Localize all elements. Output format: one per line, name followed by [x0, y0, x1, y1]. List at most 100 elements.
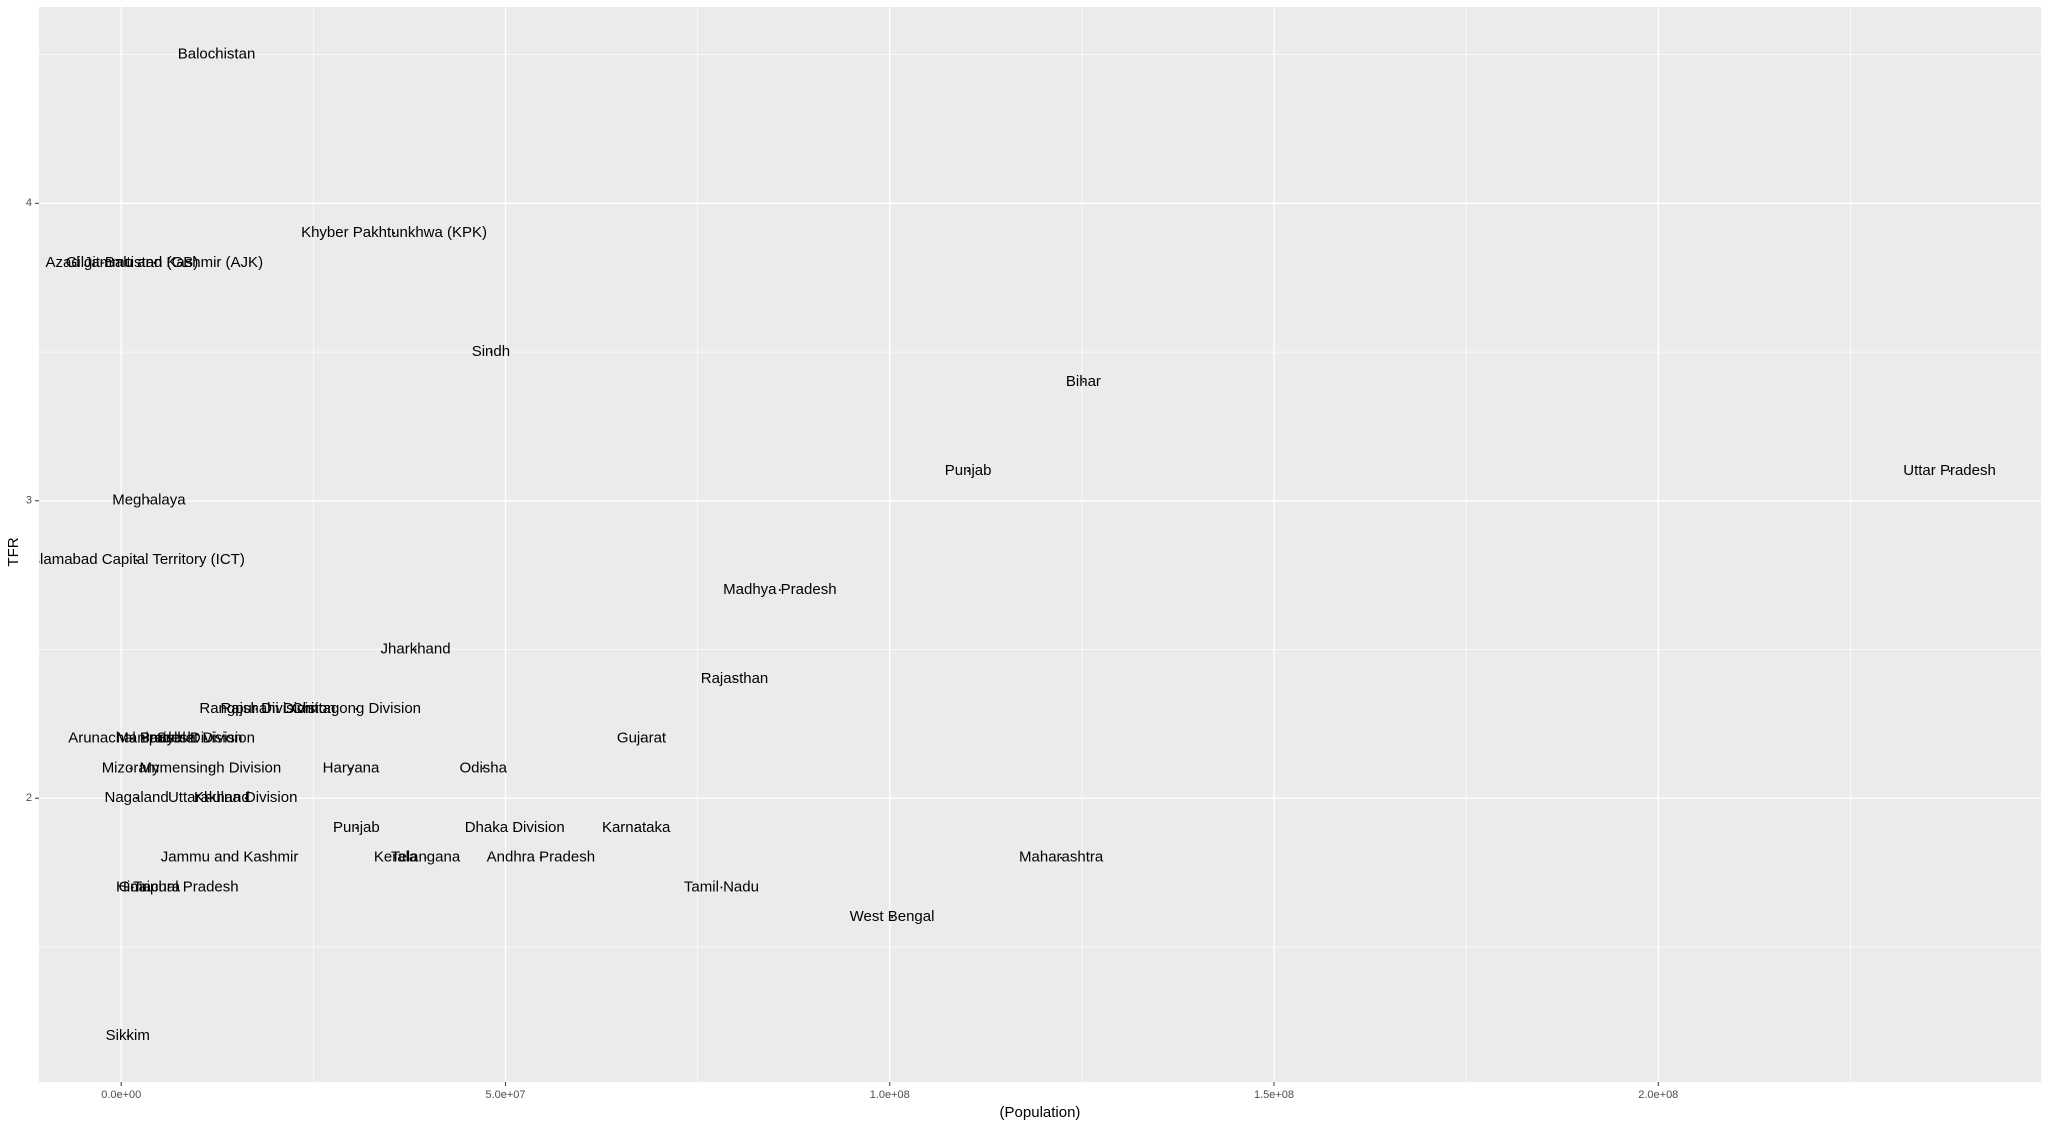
- point-label: Punjab: [945, 462, 992, 479]
- point-label: Haryana: [323, 759, 380, 776]
- point: [176, 886, 179, 889]
- point: [424, 856, 427, 859]
- point: [720, 886, 723, 889]
- point: [393, 232, 396, 235]
- point-label: Bihar: [1066, 373, 1101, 390]
- point-label: Sindh: [472, 343, 510, 360]
- point: [489, 351, 492, 354]
- point: [130, 261, 133, 264]
- point: [355, 826, 358, 829]
- point: [155, 886, 158, 889]
- y-tick-label: 3: [26, 495, 32, 507]
- point-label: Manipur: [116, 730, 170, 747]
- point: [1948, 470, 1951, 473]
- grid: [39, 7, 2041, 1082]
- x-tick-label: 1.5e+08: [1254, 1089, 1294, 1101]
- point: [147, 499, 150, 502]
- point-label: Andhra Pradesh: [487, 849, 595, 866]
- axes: 0.0e+00 5.0e+07 1.0e+08 1.5e+08 2.0e+08 2 3 4: [26, 197, 1678, 1101]
- point-label: Rangpur Division: [199, 700, 313, 717]
- point: [967, 470, 970, 473]
- point-label: Madhya Pradesh: [723, 581, 836, 598]
- point-label: Rajasthan: [701, 670, 769, 687]
- point: [255, 707, 258, 710]
- point-label: Islamabad Capital Territory (ICT): [28, 551, 244, 568]
- point: [244, 797, 247, 800]
- panel: [39, 7, 2041, 1082]
- point: [135, 797, 138, 800]
- x-tick-label: 5.0e+07: [485, 1089, 525, 1101]
- x-tick-label: 0.0e+00: [101, 1089, 141, 1101]
- point-label: Goa: [119, 878, 148, 895]
- point: [539, 856, 542, 859]
- point: [131, 886, 134, 889]
- point: [355, 707, 358, 710]
- point-label: Khyber Pakhtunkhwa (KPK): [301, 224, 487, 241]
- point-label: Uttarakhand: [168, 789, 250, 806]
- point: [1060, 856, 1063, 859]
- point: [640, 737, 643, 740]
- point-label: Meghalaya: [112, 492, 186, 509]
- point-label: Uttar Pradesh: [1903, 462, 1996, 479]
- point: [635, 826, 638, 829]
- point: [135, 559, 138, 562]
- point-label: Mizoram: [102, 759, 160, 776]
- point-label: Gujarat: [617, 730, 667, 747]
- point-label: Balochistan: [178, 46, 256, 63]
- point: [209, 767, 212, 770]
- point: [215, 53, 218, 56]
- y-tick-label: 4: [26, 197, 32, 209]
- point-label: Maharashtra: [1019, 849, 1104, 866]
- point: [207, 797, 210, 800]
- point-label: Himachal Pradesh: [116, 878, 239, 895]
- point: [142, 737, 145, 740]
- point: [778, 589, 781, 592]
- point: [394, 856, 397, 859]
- point: [129, 767, 132, 770]
- point: [733, 678, 736, 681]
- point-label: Azad Jammu and Kashmir (AJK): [45, 254, 263, 271]
- point-label: Khulna Division: [194, 789, 297, 806]
- point: [414, 648, 417, 651]
- point-label: Jammu and Kashmir: [161, 849, 299, 866]
- point-label: Jharkhand: [381, 640, 451, 657]
- point-label: Karnataka: [602, 819, 671, 836]
- point: [153, 261, 156, 264]
- point-label: Tamil Nadu: [684, 878, 759, 895]
- point: [1082, 380, 1085, 383]
- point-label: Odisha: [459, 759, 507, 776]
- point: [130, 737, 133, 740]
- y-axis-title: TFR: [5, 537, 22, 566]
- point-label: Mymensingh Division: [140, 759, 282, 776]
- point: [126, 1035, 129, 1038]
- point-label: Dhaka Division: [465, 819, 565, 836]
- point-label: Chittagong Division: [292, 700, 421, 717]
- point: [482, 767, 485, 770]
- point-label: Arunachal Pradesh: [68, 730, 196, 747]
- point-label: Nagaland: [104, 789, 168, 806]
- point-label: Sylhet Division: [157, 730, 255, 747]
- point-label: Telangana: [391, 849, 461, 866]
- point: [228, 856, 231, 859]
- marks: Balochistan Khyber Pakhtunkhwa (KPK) Azad …: [28, 46, 1996, 1045]
- point: [204, 737, 207, 740]
- x-tick-label: 1.0e+08: [870, 1089, 910, 1101]
- point: [350, 767, 353, 770]
- point-label: Rajshahi Division: [220, 700, 335, 717]
- point-label: Kerala: [374, 849, 418, 866]
- point: [190, 737, 193, 740]
- point-label: Sikkim: [106, 1027, 150, 1044]
- point-label: West Bengal: [850, 908, 935, 925]
- point-label: Punjab: [333, 819, 380, 836]
- point-label: Tripura: [133, 878, 181, 895]
- point: [513, 826, 516, 829]
- x-tick-label: 2.0e+08: [1638, 1089, 1678, 1101]
- point-label: Barisal Division: [140, 730, 243, 747]
- y-tick-label: 2: [26, 792, 32, 804]
- point: [891, 916, 894, 919]
- point: [277, 707, 280, 710]
- point-label: Gilgit-Baltistan (GB): [66, 254, 199, 271]
- x-axis-title: (Population): [1000, 1104, 1081, 1121]
